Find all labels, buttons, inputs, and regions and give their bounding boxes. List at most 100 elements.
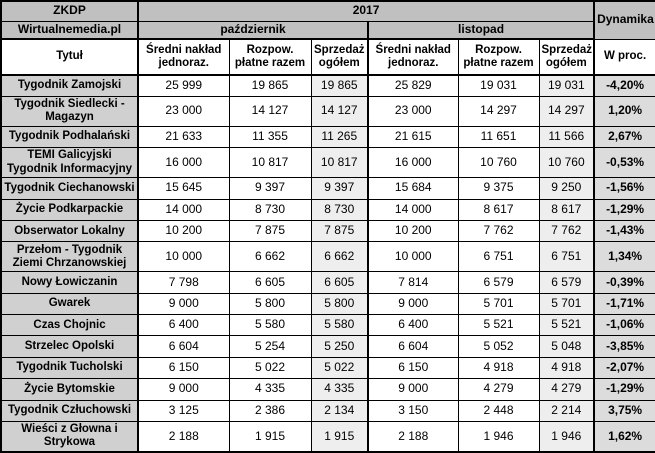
row-title-cell: Gwarek xyxy=(0,292,139,316)
table-body: Tygodnik Zamojski 25 999 19 865 19 865 25 82… xyxy=(0,74,655,453)
value-cell-november: 21 615 xyxy=(367,125,459,149)
value-cell-november: 14 297 xyxy=(538,95,595,127)
value-cell-november: 5 521 xyxy=(538,314,595,337)
value-cell-october: 5 800 xyxy=(228,292,312,316)
table-row: Obserwator Lokalny 10 200 7 875 7 875 10 200… xyxy=(0,219,655,243)
percent-header: W proc. xyxy=(593,38,655,76)
value-cell-october: 6 605 xyxy=(310,271,369,294)
row-title-cell: TEMI Galicyjski Tygodnik Informacyjny xyxy=(0,147,139,179)
value-cell-october: 10 817 xyxy=(310,147,369,179)
value-cell-october: 25 999 xyxy=(137,74,230,97)
table-row: Nowy Łowiczanin 7 798 6 605 6 605 7 814 6 579… xyxy=(0,271,655,294)
value-cell-october: 5 580 xyxy=(228,314,312,337)
table-row: Czas Chojnic 6 400 5 580 5 580 6 400 5 521 5 5… xyxy=(0,314,655,337)
row-title-cell: Tygodnik Człuchowski xyxy=(0,399,139,422)
value-cell-november: 10 200 xyxy=(367,219,459,243)
dynamics-cell: -0,39% xyxy=(593,271,655,294)
value-cell-october: 9 000 xyxy=(137,292,230,316)
value-cell-november: 4 279 xyxy=(538,378,595,401)
dynamics-cell: -1,71% xyxy=(593,292,655,316)
month-november-header: listopad xyxy=(366,20,595,40)
value-cell-november: 19 031 xyxy=(538,74,595,97)
value-cell-october: 6 604 xyxy=(137,335,230,358)
value-cell-november: 16 000 xyxy=(367,147,459,179)
dynamics-cell: -1,06% xyxy=(593,314,655,337)
value-cell-november: 6 604 xyxy=(367,335,459,358)
table-row: Życie Podkarpackie 14 000 8 730 8 730 14 000… xyxy=(0,198,655,221)
value-cell-october: 6 605 xyxy=(228,271,312,294)
dynamics-cell: 1,62% xyxy=(593,420,655,453)
value-cell-november: 5 701 xyxy=(457,292,540,316)
value-cell-october: 5 800 xyxy=(310,292,369,316)
metric-header-paid-distribution-oct: Rozpow. płatne razem xyxy=(228,38,312,76)
dynamics-cell: -3,85% xyxy=(593,335,655,358)
table-row: Strzelec Opolski 6 604 5 254 5 250 6 604 5 05… xyxy=(0,335,655,358)
value-cell-october: 2 134 xyxy=(310,399,369,422)
row-title-cell: Tygodnik Podhalański xyxy=(0,125,139,149)
table-row: Gwarek 9 000 5 800 5 800 9 000 5 701 5 701 -1,7… xyxy=(0,292,655,316)
dynamics-cell: 1,20% xyxy=(593,95,655,127)
metric-header-avg-print-run-oct: Średni nakład jednoraz. xyxy=(137,38,230,76)
value-cell-october: 15 645 xyxy=(137,177,230,200)
dynamics-cell: -2,07% xyxy=(593,356,655,380)
value-cell-november: 2 448 xyxy=(457,399,540,422)
title-column-header: Tytuł xyxy=(0,38,139,76)
row-title-cell: Nowy Łowiczanin xyxy=(0,271,139,294)
table-row: TEMI Galicyjski Tygodnik Informacyjny 16 … xyxy=(0,147,655,179)
value-cell-november: 10 760 xyxy=(538,147,595,179)
value-cell-november: 10 000 xyxy=(367,241,459,273)
value-cell-october: 5 250 xyxy=(310,335,369,358)
dynamics-cell: 2,67% xyxy=(593,125,655,149)
metric-header-paid-distribution-nov: Rozpow. płatne razem xyxy=(457,38,540,76)
value-cell-october: 5 022 xyxy=(310,356,369,380)
brand-label: Wirtualnemedia.pl xyxy=(0,20,139,40)
value-cell-november: 7 762 xyxy=(538,219,595,243)
value-cell-november: 14 000 xyxy=(367,198,459,221)
value-cell-october: 1 915 xyxy=(228,420,312,453)
dynamics-cell: -4,20% xyxy=(593,74,655,97)
value-cell-november: 19 031 xyxy=(457,74,540,97)
metric-header-avg-print-run-nov: Średni nakład jednoraz. xyxy=(367,38,459,76)
value-cell-november: 7 814 xyxy=(367,271,459,294)
value-cell-november: 14 297 xyxy=(457,95,540,127)
row-title-cell: Strzelec Opolski xyxy=(0,335,139,358)
value-cell-october: 21 633 xyxy=(137,125,230,149)
row-title-cell: Życie Bytomskie xyxy=(0,378,139,401)
header-row-metrics: Tytuł Średni nakład jednoraz. Rozpow. pł… xyxy=(0,38,655,76)
value-cell-november: 5 052 xyxy=(457,335,540,358)
value-cell-november: 2 214 xyxy=(538,399,595,422)
value-cell-november: 11 651 xyxy=(457,125,540,149)
value-cell-october: 19 865 xyxy=(228,74,312,97)
table-row: Tygodnik Siedlecki - Magazyn 23 000 14 127… xyxy=(0,95,655,127)
row-title-cell: Przełom - Tygodnik Ziemi Chrzanowskiej xyxy=(0,241,139,273)
value-cell-november: 8 617 xyxy=(538,198,595,221)
table-row: Tygodnik Człuchowski 3 125 2 386 2 134 3 150… xyxy=(0,399,655,422)
value-cell-november: 4 279 xyxy=(457,378,540,401)
value-cell-october: 2 188 xyxy=(137,420,230,453)
value-cell-november: 7 762 xyxy=(457,219,540,243)
value-cell-october: 9 397 xyxy=(310,177,369,200)
value-cell-october: 5 022 xyxy=(228,356,312,380)
dynamics-cell: 3,75% xyxy=(593,399,655,422)
metric-header-total-sales-nov: Sprzedaż ogółem xyxy=(538,38,595,76)
dynamics-header: Dynamika xyxy=(593,0,655,40)
value-cell-november: 6 579 xyxy=(457,271,540,294)
value-cell-october: 7 875 xyxy=(310,219,369,243)
table-row: Życie Bytomskie 9 000 4 335 4 335 9 000 4 279… xyxy=(0,378,655,401)
source-label: ZKDP xyxy=(0,0,139,22)
row-title-cell: Tygodnik Zamojski xyxy=(0,74,139,97)
value-cell-october: 6 662 xyxy=(228,241,312,273)
value-cell-november: 6 400 xyxy=(367,314,459,337)
value-cell-november: 5 048 xyxy=(538,335,595,358)
value-cell-october: 16 000 xyxy=(137,147,230,179)
value-cell-october: 4 335 xyxy=(310,378,369,401)
header-row-months: Wirtualnemedia.pl październik listopad xyxy=(0,20,655,40)
value-cell-october: 8 730 xyxy=(228,198,312,221)
value-cell-october: 5 254 xyxy=(228,335,312,358)
value-cell-october: 10 200 xyxy=(137,219,230,243)
header-row-top: ZKDP 2017 Dynamika xyxy=(0,0,655,40)
value-cell-october: 14 127 xyxy=(310,95,369,127)
row-title-cell: Tygodnik Tucholski xyxy=(0,356,139,380)
